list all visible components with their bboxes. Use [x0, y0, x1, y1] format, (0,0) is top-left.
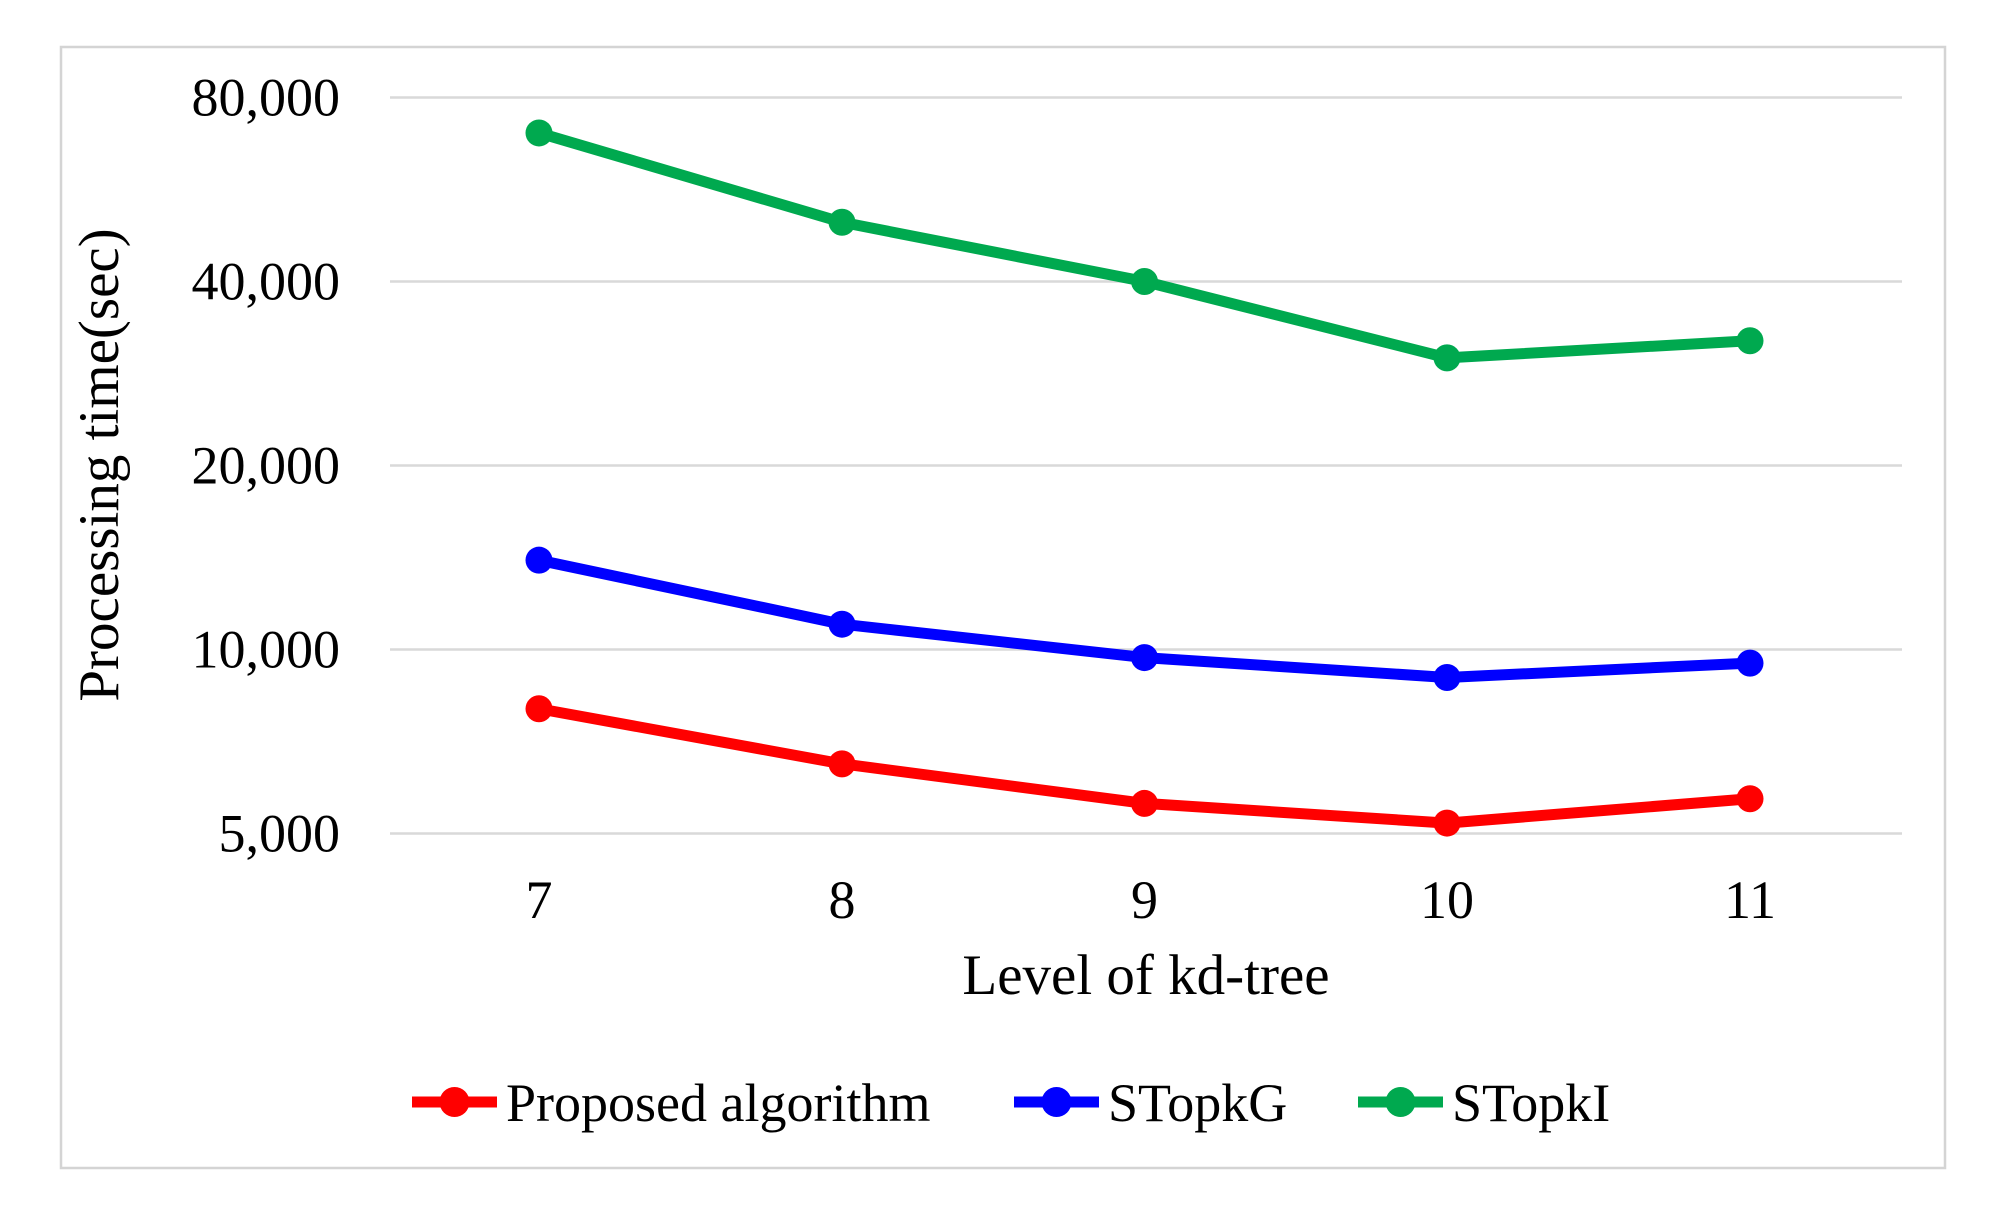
data-point-marker [1736, 649, 1764, 677]
data-point-marker [828, 750, 856, 778]
legend-label: STopkI [1452, 1073, 1610, 1133]
y-axis-title: Processing time(sec) [68, 228, 131, 701]
y-tick-label: 10,000 [192, 620, 341, 680]
x-axis-title: Level of kd-tree [962, 944, 1329, 1007]
legend-label: STopkG [1108, 1073, 1287, 1133]
data-point-marker [828, 208, 856, 236]
x-tick-label: 9 [1131, 870, 1158, 930]
y-tick-label: 80,000 [192, 68, 341, 128]
plot-frame [59, 45, 1947, 1170]
data-point-marker [525, 695, 553, 723]
data-point-marker [1736, 785, 1764, 813]
data-point-marker [1131, 789, 1158, 817]
data-point-marker [1736, 327, 1764, 355]
data-point-marker [1433, 663, 1461, 691]
legend-marker-dot [439, 1087, 470, 1117]
data-point-marker [828, 610, 856, 638]
data-point-marker [1433, 809, 1461, 837]
data-point-marker [525, 546, 553, 574]
legend-marker-dot [1041, 1087, 1072, 1117]
data-point-marker [1433, 344, 1461, 372]
x-tick-label: 8 [829, 870, 856, 930]
legend-marker-dot [1385, 1087, 1416, 1117]
x-tick-label: 7 [526, 870, 553, 930]
data-point-marker [1131, 268, 1158, 295]
x-tick-label: 10 [1420, 870, 1474, 930]
y-tick-label: 5,000 [219, 804, 341, 864]
y-tick-label: 40,000 [192, 252, 341, 312]
x-tick-label: 11 [1724, 870, 1776, 930]
data-point-marker [1131, 644, 1158, 672]
y-tick-label: 20,000 [192, 436, 341, 496]
legend-label: Proposed algorithm [506, 1073, 930, 1133]
data-point-marker [525, 119, 553, 147]
